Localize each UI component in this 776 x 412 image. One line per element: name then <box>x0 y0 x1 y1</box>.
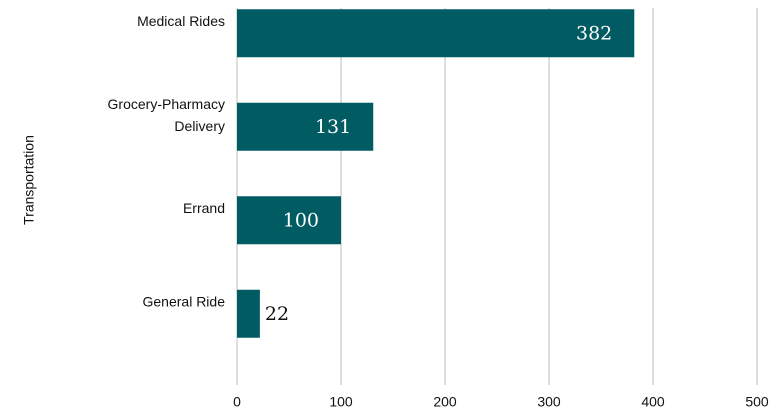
bar <box>237 102 374 151</box>
y-axis-label: Transportation <box>21 135 37 225</box>
label-line: Delivery <box>174 117 225 133</box>
x-tick-label: 200 <box>433 394 457 410</box>
label-line: Grocery-Pharmacy <box>108 95 225 111</box>
data-label: 22 <box>265 303 289 325</box>
x-tick-label: 400 <box>641 394 665 410</box>
x-tick-label: 500 <box>745 394 769 410</box>
bar <box>237 9 635 58</box>
y-tick-label: Medical Rides <box>137 13 225 29</box>
data-label: 382 <box>576 22 612 44</box>
bar <box>237 289 260 338</box>
data-label: 100 <box>283 209 319 231</box>
data-label: 131 <box>315 116 351 138</box>
x-tick-label: 0 <box>233 394 241 410</box>
x-tick-label: 300 <box>537 394 561 410</box>
x-tick-label: 100 <box>329 394 353 410</box>
y-tick-label: General Ride <box>143 293 226 309</box>
bar <box>237 196 341 245</box>
y-tick-label: Errand <box>183 200 225 216</box>
y-tick-label: Grocery-Pharmacy Delivery <box>108 95 225 133</box>
